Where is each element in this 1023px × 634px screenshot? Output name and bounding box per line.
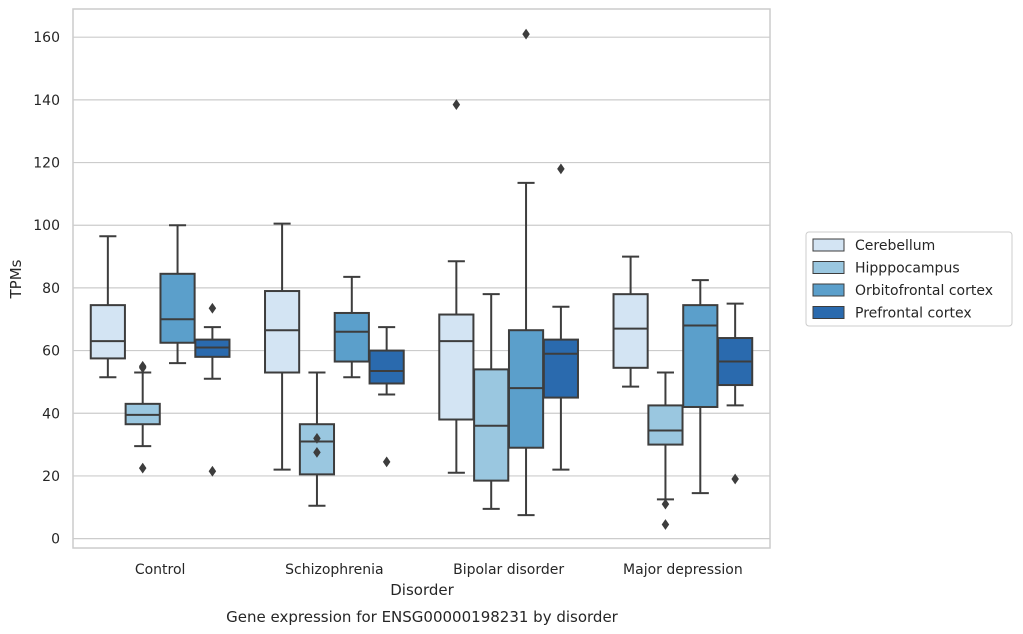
x-axis-ticks: Control Schizophrenia Bipolar disorder Majo… [135, 562, 743, 578]
box-orbitofrontal-cortex [682, 279, 719, 495]
iqr-box [612, 293, 649, 369]
box-cerebellum [264, 222, 301, 471]
outlier-point [313, 432, 321, 444]
outlier-point [661, 498, 670, 510]
chart-caption: Gene expression for ENSG00000198231 by d… [226, 608, 619, 626]
y-tick-label: 160 [33, 30, 60, 46]
legend-frame [805, 231, 1013, 327]
legend-swatch [812, 261, 845, 274]
outlier-point [208, 302, 217, 314]
box-prefrontal-cortex [194, 302, 231, 477]
box-orbitofrontal-cortex [507, 28, 545, 517]
x-axis-title: Disorder [390, 581, 454, 599]
box-prefrontal-cortex [368, 326, 405, 468]
box-cerebellum [89, 235, 126, 379]
box-plot-series [89, 28, 754, 530]
iqr-box [333, 311, 370, 363]
y-tick-label: 0 [51, 532, 60, 548]
outlier-point [138, 362, 147, 374]
outlier-point [382, 456, 391, 468]
y-axis-title: TPMs [7, 259, 25, 299]
iqr-box [438, 313, 475, 421]
outlier-point [731, 473, 739, 485]
x-tick-label: Bipolar disorder [453, 562, 564, 578]
legend-label: Cerebellum [855, 238, 935, 254]
legend-swatch [812, 283, 845, 297]
iqr-box [682, 304, 719, 408]
legend-label: Orbitofrontal cortex [855, 283, 993, 299]
box-cerebellum [612, 255, 649, 388]
outlier-point [138, 462, 147, 474]
plot-area-frame [72, 8, 771, 549]
x-tick-label: Control [135, 562, 186, 578]
box-cerebellum [438, 99, 475, 474]
iqr-box [264, 290, 301, 374]
outlier-point [522, 28, 530, 40]
box-orbitofrontal-cortex [159, 224, 196, 365]
outlier-point [313, 447, 321, 458]
y-tick-label: 100 [33, 218, 60, 234]
box-orbitofrontal-cortex [333, 275, 370, 379]
box-hipppocampus [473, 293, 510, 510]
iqr-box [89, 304, 126, 360]
legend-label: Hipppocampus [855, 261, 960, 277]
y-axis-ticks: 0 20 40 60 80 100 120 140 160 [33, 30, 60, 547]
outlier-point [452, 99, 461, 110]
box-hipppocampus [298, 371, 336, 507]
y-tick-label: 80 [42, 281, 60, 297]
y-tick-label: 140 [33, 93, 60, 109]
outlier-point [208, 465, 217, 477]
x-tick-label: Major depression [623, 562, 743, 578]
legend-label: Prefrontal cortex [855, 306, 972, 322]
box-prefrontal-cortex [542, 163, 579, 471]
legend-swatch [812, 306, 845, 319]
iqr-box [159, 272, 196, 344]
iqr-box [647, 404, 684, 446]
outlier-point [557, 163, 565, 175]
y-tick-label: 20 [42, 469, 60, 485]
iqr-box [368, 349, 405, 385]
legend: Cerebellum Hipppocampus Orbitofrontal cort… [805, 231, 1013, 327]
box-hipppocampus [124, 360, 161, 474]
outlier-point [661, 519, 670, 530]
y-tick-label: 60 [42, 344, 60, 360]
x-tick-label: Schizophrenia [285, 562, 383, 578]
box-hipppocampus [647, 371, 684, 530]
y-tick-label: 40 [42, 406, 60, 422]
box-prefrontal-cortex [717, 302, 754, 485]
iqr-box [542, 338, 579, 399]
legend-swatch [812, 238, 845, 252]
y-tick-label: 120 [33, 156, 60, 172]
